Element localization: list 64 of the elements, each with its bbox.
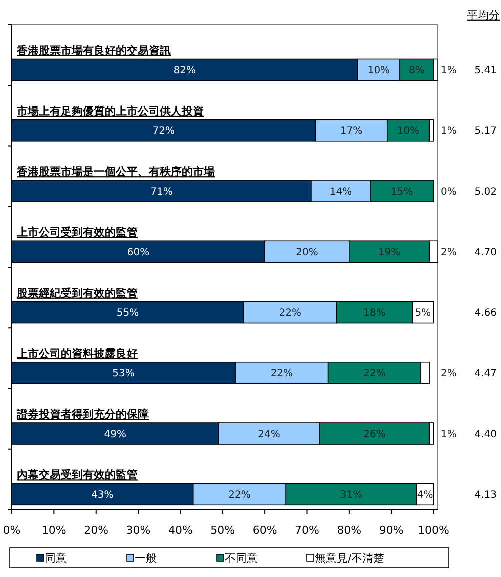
data-label: 5% xyxy=(415,308,432,320)
data-label: 1% xyxy=(441,429,457,440)
data-label: 18% xyxy=(364,308,386,320)
data-label: 22% xyxy=(364,368,386,380)
text: 4.40 xyxy=(474,429,498,440)
data-label: 1% xyxy=(441,126,457,138)
x-tick-label: 20% xyxy=(84,524,109,537)
data-label: 17% xyxy=(340,126,363,138)
text: 5.02 xyxy=(474,186,498,198)
data-label: 19% xyxy=(378,247,401,258)
data-label: 14% xyxy=(330,186,352,198)
x-tick-label: 10% xyxy=(42,524,66,537)
data-label: 8% xyxy=(408,66,425,77)
data-label: 55% xyxy=(116,308,140,320)
y-tick-label: 證券投資者得到充分的保障 xyxy=(16,408,149,422)
data-label: 2% xyxy=(441,368,457,380)
x-tick-label: 0% xyxy=(3,524,21,537)
data-label: 26% xyxy=(364,429,386,440)
data-label: 53% xyxy=(112,368,135,380)
x-tick-label: 30% xyxy=(126,524,151,537)
x-tick-label: 70% xyxy=(295,524,320,537)
data-label: 31% xyxy=(340,490,363,501)
x-tick-label: 100% xyxy=(418,524,450,537)
x-tick-label: 50% xyxy=(210,524,236,537)
y-tick-label: 上市公司受到有效的監管 xyxy=(16,226,138,240)
text: 4.13 xyxy=(474,490,498,501)
data-label: 20% xyxy=(296,247,318,258)
y-tick-label: 上市公司的資料披露良好 xyxy=(16,347,138,360)
data-label: 10% xyxy=(397,126,420,138)
data-label: 10% xyxy=(368,66,390,77)
text: 5.41 xyxy=(474,66,498,77)
text: 5.17 xyxy=(474,126,498,138)
text: 平均分 xyxy=(467,8,500,22)
x-tick-label: 60% xyxy=(252,524,278,537)
data-label: 22% xyxy=(279,308,302,320)
data-label: 82% xyxy=(174,66,196,77)
x-tick-label: 40% xyxy=(168,524,193,537)
data-label: 22% xyxy=(228,490,251,501)
data-label: 72% xyxy=(152,126,175,138)
x-tick-label: 80% xyxy=(337,524,362,537)
legend-label: 同意 xyxy=(45,552,67,565)
data-label: 1% xyxy=(441,66,457,77)
data-label: 4% xyxy=(417,490,434,501)
text: 4.66 xyxy=(474,308,498,320)
y-tick-label: 內幕交易受到有效的監管 xyxy=(17,468,138,482)
data-label: 0% xyxy=(441,186,457,198)
data-label: 60% xyxy=(127,247,150,258)
data-label: 2% xyxy=(441,247,457,258)
data-label: 43% xyxy=(92,490,114,501)
text: 4.70 xyxy=(474,247,498,258)
legend-label: 不同意 xyxy=(225,552,258,565)
data-label: 49% xyxy=(104,429,126,440)
y-tick-label: 市場上有足夠優質的上市公司供人投資 xyxy=(16,104,204,118)
y-tick-label: 香港股票市場有良好的交易資訊 xyxy=(16,44,171,58)
data-label: 24% xyxy=(258,429,280,440)
text: 4.47 xyxy=(474,368,498,380)
legend-label: 無意見/不清楚 xyxy=(315,552,385,565)
legend-label: 一般 xyxy=(135,552,157,565)
data-label: 71% xyxy=(150,186,173,198)
y-tick-label: 股票經紀受到有效的監管 xyxy=(16,286,138,300)
data-label: 15% xyxy=(391,186,414,198)
x-tick-label: 90% xyxy=(379,524,404,537)
data-label: 22% xyxy=(270,368,294,380)
y-tick-label: 香港股票市場是一個公平、有秩序的市場 xyxy=(16,166,215,179)
